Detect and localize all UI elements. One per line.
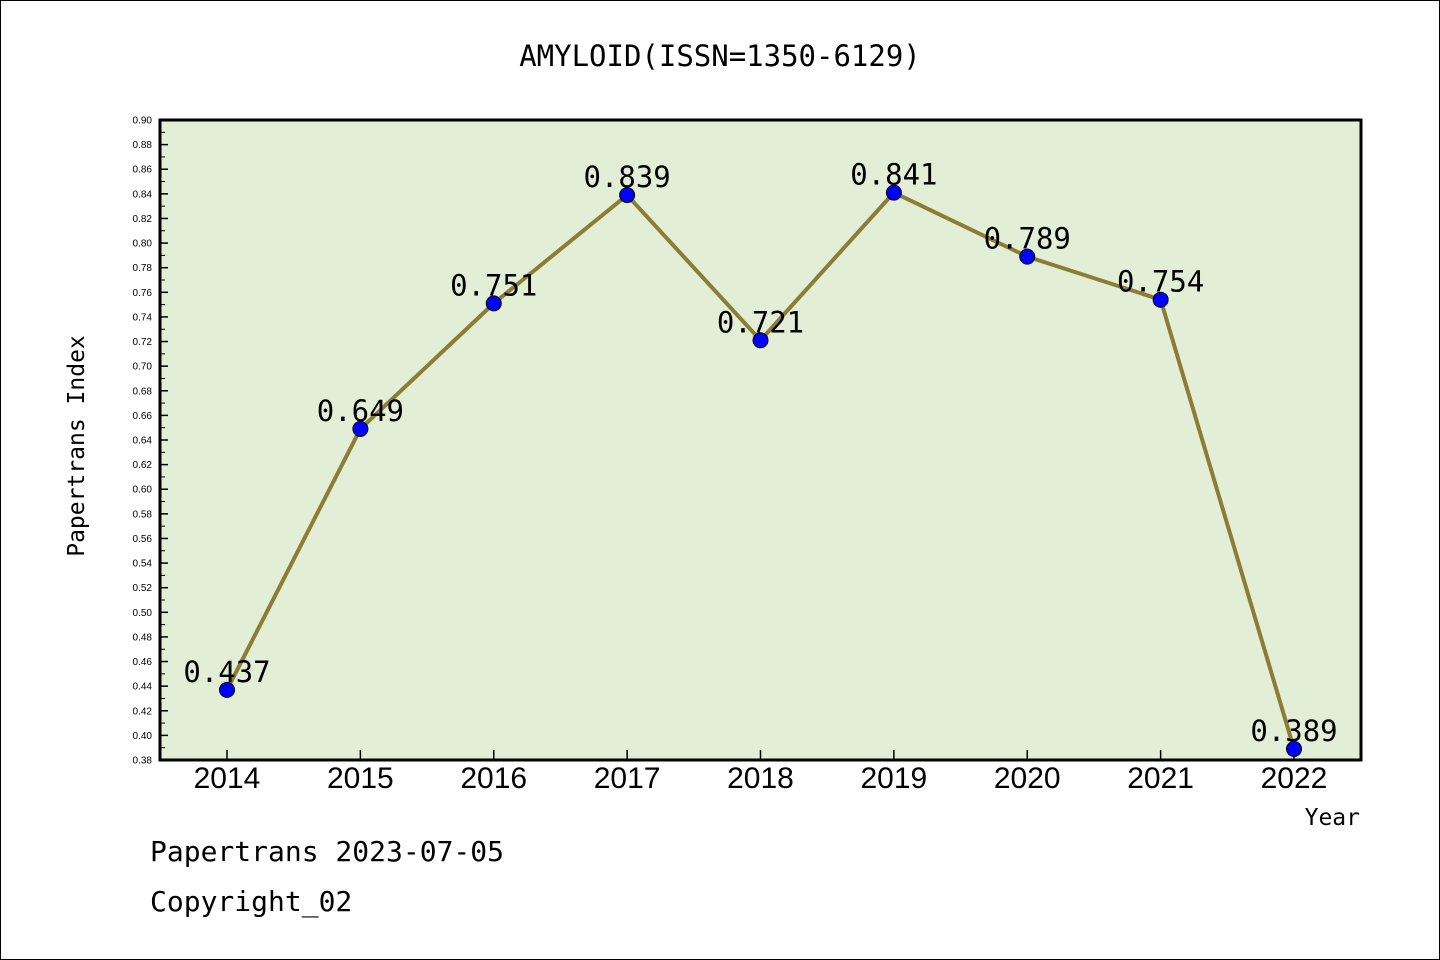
y-tick-label: 0.60 (133, 485, 153, 496)
data-point (752, 332, 769, 349)
y-axis-label: Papertrans Index (64, 335, 90, 557)
y-tick-label: 0.46 (133, 657, 153, 668)
y-tick-label: 0.58 (133, 509, 153, 520)
y-tick-label: 0.90 (133, 116, 153, 127)
footer-copyright: Copyright_02 (150, 885, 353, 918)
y-tick-label: 0.70 (133, 362, 153, 373)
x-tick-label: 2022 (1261, 762, 1328, 795)
x-tick-label: 2018 (727, 762, 794, 795)
y-tick-label: 0.76 (133, 288, 153, 299)
data-point (619, 187, 636, 204)
y-axis-ticks: 0.38 0.40 0.42 0.44 0.46 0.48 0.50 0.52 0.54 0.56… (133, 116, 168, 767)
data-value-label: 0.751 (450, 268, 537, 302)
y-tick-label: 0.42 (133, 706, 153, 717)
y-tick-label: 0.74 (133, 312, 153, 323)
data-markers (219, 184, 1302, 757)
x-tick-label: 2019 (861, 762, 928, 795)
data-point (885, 184, 902, 201)
x-tick-label: 2017 (594, 762, 661, 795)
data-value-label: 0.389 (1250, 714, 1337, 748)
data-value-label: 0.754 (1117, 265, 1204, 299)
data-point (485, 295, 502, 312)
plot-border (158, 118, 1363, 762)
y-tick-label: 0.86 (133, 165, 153, 176)
footer-date: Papertrans 2023-07-05 (150, 835, 505, 868)
y-tick-label: 0.68 (133, 386, 153, 397)
x-tick-label: 2021 (1127, 762, 1194, 795)
chart-title: AMYLOID(ISSN=1350-6129) (519, 39, 921, 73)
y-tick-label: 0.82 (133, 214, 153, 225)
y-tick-label: 0.44 (133, 682, 153, 693)
y-tick-label: 0.50 (133, 608, 153, 619)
y-tick-label: 0.56 (133, 534, 153, 545)
data-point (352, 420, 369, 437)
data-value-label: 0.841 (850, 158, 937, 192)
x-tick-label: 2015 (327, 762, 394, 795)
x-tick-label: 2020 (994, 762, 1061, 795)
data-point (219, 681, 235, 698)
y-tick-label: 0.52 (133, 583, 153, 594)
x-axis-label: Year (1305, 805, 1360, 831)
y-tick-label: 0.80 (133, 239, 153, 250)
data-point (1286, 740, 1302, 757)
plot-area (160, 120, 1361, 760)
data-labels: 0.437 0.649 0.751 0.839 0.721 0.841 0.789 0.754… (183, 158, 1337, 748)
data-value-label: 0.437 (183, 655, 270, 689)
x-axis-ticks: 2014 2015 2016 2017 2018 2019 2020 2021 2022 (194, 750, 1328, 795)
y-tick-label: 0.40 (133, 731, 153, 742)
x-tick-label: 2014 (194, 762, 261, 795)
y-tick-label: 0.84 (133, 189, 153, 200)
data-value-label: 0.649 (317, 394, 404, 428)
y-tick-label: 0.62 (133, 460, 153, 471)
data-value-label: 0.839 (583, 160, 670, 194)
data-point (1019, 248, 1036, 265)
y-tick-label: 0.72 (133, 337, 153, 348)
y-tick-label: 0.78 (133, 263, 153, 274)
y-tick-label: 0.38 (133, 756, 153, 767)
y-tick-label: 0.88 (133, 140, 153, 151)
data-value-label: 0.721 (717, 305, 804, 339)
y-tick-label: 0.64 (133, 436, 153, 447)
data-value-label: 0.789 (984, 222, 1071, 256)
data-point (1152, 291, 1169, 308)
x-tick-label: 2016 (460, 762, 527, 795)
y-tick-label: 0.54 (133, 559, 153, 570)
y-tick-label: 0.66 (133, 411, 153, 422)
y-tick-label: 0.48 (133, 632, 153, 643)
